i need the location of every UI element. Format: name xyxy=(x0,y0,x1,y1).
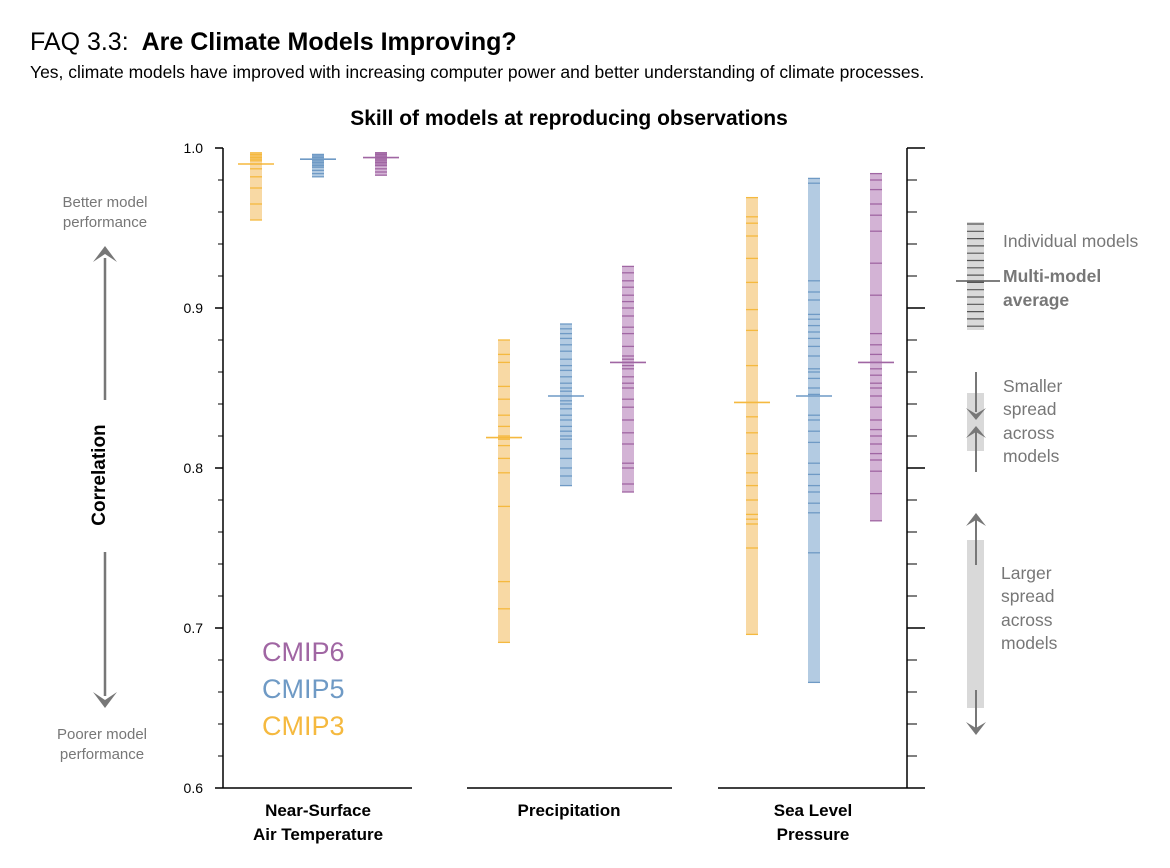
faq-header: FAQ 3.3: Are Climate Models Improving? xyxy=(30,28,517,57)
spread-bar xyxy=(870,173,882,521)
bar-group-cmip6-tas xyxy=(363,152,399,176)
key-multi-model-line2: average xyxy=(1003,290,1069,310)
key-smaller-line1: Smaller xyxy=(1003,376,1062,396)
key-larger-line1: Larger xyxy=(1001,563,1052,583)
y-tick-label: 0.6 xyxy=(184,780,204,796)
better-label-line1: Better model xyxy=(62,194,147,211)
left-axis: 0.6 0.7 0.8 0.9 1.0 xyxy=(184,140,224,796)
key-spread-bar xyxy=(967,222,984,330)
bar-group-cmip3-pr xyxy=(486,339,522,644)
down-arrowhead-icon xyxy=(93,692,117,708)
bar-group-cmip5-psl xyxy=(796,177,832,684)
key-larger-spread-bar xyxy=(967,540,984,708)
poorer-label-line2: performance xyxy=(60,746,144,763)
model-bars xyxy=(238,152,894,684)
key-larger-line3: across xyxy=(1001,610,1053,630)
better-label-line2: performance xyxy=(63,214,147,231)
key-smaller-line3: across xyxy=(1003,423,1055,443)
faq-label: FAQ 3.3: xyxy=(30,28,129,56)
key-smaller-line4: models xyxy=(1003,446,1060,466)
key-sample-bar xyxy=(956,222,1000,330)
legend: CMIP6 CMIP5 CMIP3 xyxy=(262,637,345,741)
bar-group-cmip3-tas xyxy=(238,152,274,221)
spread-bar xyxy=(622,266,634,492)
faq-subtitle: Yes, climate models have improved with i… xyxy=(30,62,925,82)
y-axis-label: Correlation xyxy=(89,424,110,525)
spread-bar xyxy=(250,152,262,220)
category-axes: Near-Surface Air Temperature Precipitation… xyxy=(223,787,907,844)
chart-title: Skill of models at reproducing observati… xyxy=(350,107,788,130)
smaller-up-arrowhead-icon xyxy=(966,426,986,438)
legend-entry-cmip6: CMIP6 xyxy=(262,637,345,667)
explanation-key: Individual models Multi-model average Sm… xyxy=(956,222,1138,735)
bar-group-cmip6-pr xyxy=(610,265,646,493)
y-tick-label: 0.7 xyxy=(184,620,204,636)
y-tick-label: 1.0 xyxy=(184,140,204,156)
bar-group-cmip5-tas xyxy=(300,153,336,178)
key-larger-line2: spread xyxy=(1001,586,1055,606)
spread-bar xyxy=(560,324,572,486)
category-label-psl: Sea Level xyxy=(774,801,852,820)
faq-question: Are Climate Models Improving? xyxy=(141,28,517,56)
bar-group-cmip3-psl xyxy=(734,196,770,636)
y-tick-label: 0.9 xyxy=(184,300,204,316)
category-label-psl: Pressure xyxy=(777,825,850,844)
category-label-tas: Air Temperature xyxy=(253,825,383,844)
legend-entry-cmip3: CMIP3 xyxy=(262,711,345,741)
poorer-label-line1: Poorer model xyxy=(57,726,147,743)
key-individual-models: Individual models xyxy=(1003,231,1138,251)
y-tick-label: 0.8 xyxy=(184,460,204,476)
larger-up-arrowhead-icon xyxy=(966,513,986,526)
up-arrowhead-icon xyxy=(93,246,117,262)
key-larger-line4: models xyxy=(1001,633,1058,653)
spread-bar xyxy=(808,178,820,683)
key-smaller-line2: spread xyxy=(1003,399,1057,419)
smaller-down-arrowhead-icon xyxy=(966,408,986,420)
larger-down-arrowhead-icon xyxy=(966,722,986,735)
right-axis xyxy=(906,147,925,789)
category-label-pr: Precipitation xyxy=(518,801,621,820)
performance-annotation: Better model performance Correlation Poo… xyxy=(57,194,148,763)
bar-group-cmip6-psl xyxy=(858,172,894,522)
key-smaller-spread-bar xyxy=(967,393,984,451)
bar-group-cmip5-pr xyxy=(548,323,584,487)
key-multi-model-line1: Multi-model xyxy=(1003,266,1101,286)
category-label-tas: Near-Surface xyxy=(265,801,371,820)
spread-bar xyxy=(498,340,510,643)
spread-bar xyxy=(746,197,758,635)
legend-entry-cmip5: CMIP5 xyxy=(262,674,345,704)
